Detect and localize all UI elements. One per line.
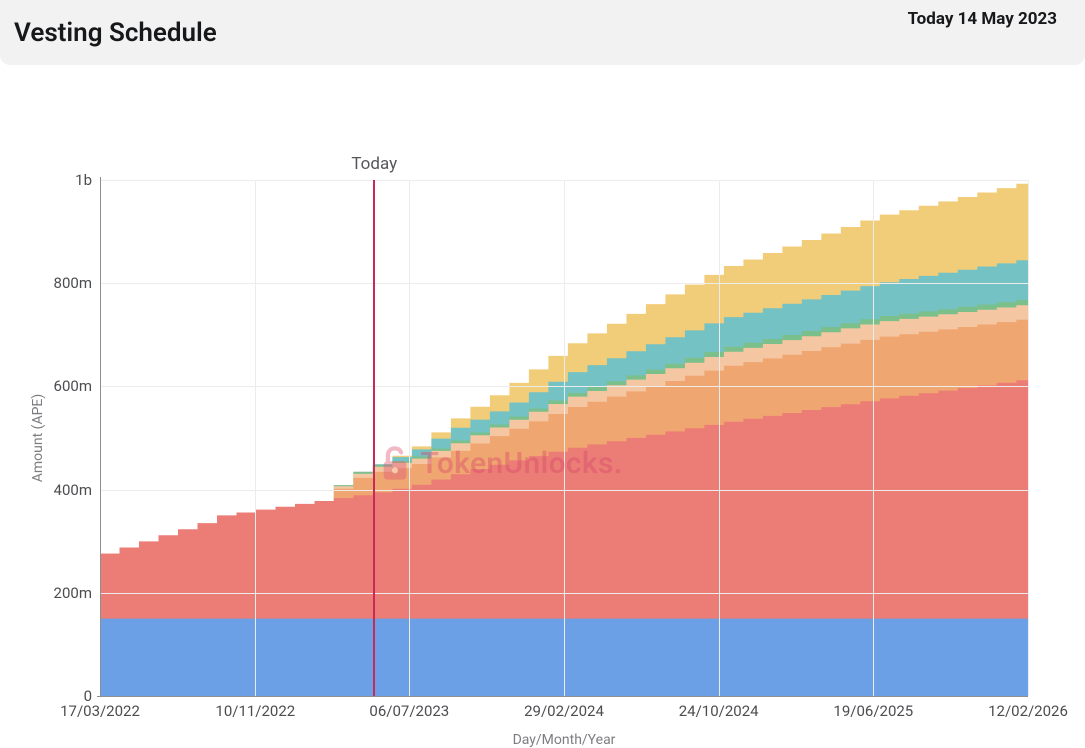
x-tick-label: 06/07/2023: [369, 702, 449, 720]
y-tick-label: 200m: [37, 584, 92, 602]
x-tick-label: 29/02/2024: [524, 702, 604, 720]
header-date: Today 14 May 2023: [908, 9, 1057, 29]
x-tick-label: 17/03/2022: [60, 702, 140, 720]
y-tick-label: 400m: [37, 481, 92, 499]
x-tick-label: 24/10/2024: [679, 702, 759, 720]
y-tick-label: 800m: [37, 274, 92, 292]
today-marker-label: Today: [351, 154, 397, 174]
today-marker-line: [373, 180, 376, 696]
y-tick-label: 1b: [37, 171, 92, 189]
x-tick-label: 12/02/2026: [988, 702, 1068, 720]
vesting-chart: Today Amount (APE) Day/Month/Year TokenU…: [0, 65, 1085, 733]
y-tick-label: 600m: [37, 377, 92, 395]
page-title: Vesting Schedule: [14, 18, 217, 48]
y-axis-label: Amount (APE): [30, 394, 46, 482]
x-tick-label: 10/11/2022: [215, 702, 295, 720]
page-header: Vesting Schedule Today 14 May 2023: [0, 0, 1085, 65]
x-axis-label: Day/Month/Year: [513, 732, 616, 748]
x-tick-label: 19/06/2025: [833, 702, 913, 720]
